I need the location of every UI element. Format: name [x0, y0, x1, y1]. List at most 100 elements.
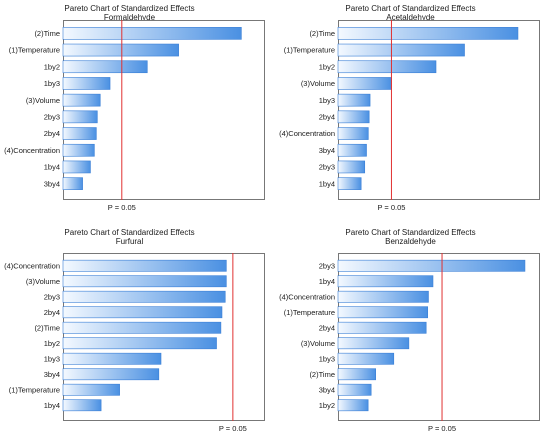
bar--1-temperature	[62, 43, 179, 57]
bar--2-time	[62, 27, 242, 40]
category-label: (4)Concentration	[4, 261, 60, 270]
bar--2-time	[337, 368, 376, 381]
category-label: 1by4	[44, 401, 60, 410]
chart-panel-formaldehyde: Pareto Chart of Standardized Effects For…	[0, 0, 275, 218]
category-label: (1)Temperature	[9, 385, 60, 394]
bar-2by4	[337, 110, 370, 124]
bar-2by3	[337, 160, 366, 174]
bar--4-concentration	[62, 259, 227, 272]
bar-1by2	[62, 337, 217, 350]
chart-title: Pareto Chart of Standardized Effects	[345, 4, 476, 13]
category-label: (3)Volume	[301, 79, 335, 88]
bar-1by2	[337, 60, 437, 74]
bar-1by4	[337, 275, 434, 288]
category-label: (4)Concentration	[4, 146, 60, 155]
bar--3-volume	[62, 275, 227, 288]
chart-title: Pareto Chart of Standardized Effects	[345, 228, 476, 237]
bar--3-volume	[62, 93, 101, 107]
category-label: 1by4	[319, 277, 335, 286]
category-label: (2)Time	[34, 29, 60, 38]
category-label: 1by3	[319, 96, 335, 105]
bar-1by4	[337, 177, 362, 190]
bar-1by3	[62, 352, 162, 365]
chart-panel-benzaldehyde: Pareto Chart of Standardized Effects Ben…	[275, 218, 550, 437]
category-label: 1by3	[319, 354, 335, 363]
category-label: 2by3	[319, 163, 335, 172]
category-label: 1by2	[44, 339, 60, 348]
chart-title: Pareto Chart of Standardized Effects	[64, 4, 195, 13]
category-label: 1by4	[44, 163, 60, 172]
bar-1by3	[337, 93, 371, 107]
bar-3by4	[62, 177, 83, 190]
bar-1by4	[62, 160, 91, 174]
bar-2by3	[62, 290, 226, 303]
category-label: (1)Temperature	[284, 46, 335, 55]
category-label: 2by3	[44, 292, 60, 301]
bar-3by4	[337, 383, 372, 396]
bar-2by3	[337, 259, 526, 272]
chart-subtitle: Acetaldehyde	[386, 13, 435, 22]
chart-title: Pareto Chart of Standardized Effects	[64, 228, 195, 237]
category-label: (2)Time	[309, 29, 335, 38]
chart-subtitle: Formaldehyde	[103, 13, 156, 22]
category-label: (3)Volume	[301, 339, 335, 348]
bar-2by4	[62, 306, 223, 319]
category-label: 3by4	[319, 146, 335, 155]
category-label: 1by2	[44, 62, 60, 71]
category-label: (1)Temperature	[9, 46, 60, 55]
bar-1by4	[62, 399, 102, 412]
category-label: 1by2	[319, 401, 335, 410]
category-label: (1)Temperature	[284, 308, 335, 317]
category-label: (2)Time	[309, 370, 335, 379]
category-label: (2)Time	[34, 323, 60, 332]
category-label: 3by4	[44, 179, 60, 188]
significance-label: P = 0.05	[219, 424, 247, 433]
category-label: 1by3	[44, 79, 60, 88]
chart-panel-acetaldehyde: Pareto Chart of Standardized Effects Ace…	[275, 0, 550, 218]
significance-label: P = 0.05	[108, 203, 136, 212]
category-label: 2by4	[44, 308, 60, 317]
bar--3-volume	[337, 77, 392, 90]
chart-svg: (4)Concentration (3)Volume 2by3 2by4 (2)Time…	[4, 253, 247, 433]
bar-1by3	[337, 352, 395, 365]
category-label: 1by4	[319, 179, 335, 188]
bar-1by2	[337, 399, 369, 412]
category-label: 2by4	[319, 112, 335, 121]
bar--1-temperature	[337, 43, 465, 57]
category-label: (3)Volume	[26, 277, 60, 286]
category-label: 2by4	[44, 129, 60, 138]
category-label: 2by4	[319, 323, 335, 332]
significance-label: P = 0.05	[377, 203, 405, 212]
category-label: 2by3	[44, 112, 60, 121]
category-label: 2by3	[319, 261, 335, 270]
bar-3by4	[62, 368, 160, 381]
category-label: (4)Concentration	[279, 129, 335, 138]
category-label: 3by4	[319, 385, 335, 394]
significance-label: P = 0.05	[428, 424, 456, 433]
bar-1by3	[62, 77, 111, 90]
bar-1by2	[62, 60, 148, 74]
chart-subtitle: Benzaldehyde	[385, 237, 436, 246]
category-label: 1by2	[319, 62, 335, 71]
chart-svg: 2by3 1by4 (4)Concentration (1)Temperature 2b…	[279, 253, 526, 433]
bar--1-temperature	[62, 383, 120, 396]
bar--2-time	[62, 321, 222, 334]
bar-2by4	[62, 127, 97, 140]
bar--1-temperature	[337, 306, 429, 319]
bar-2by4	[337, 321, 427, 334]
category-label: 1by3	[44, 354, 60, 363]
bar-2by3	[62, 110, 98, 124]
bar-3by4	[337, 143, 367, 157]
bar--4-concentration	[337, 127, 369, 140]
chart-panel-furfural: Pareto Chart of Standardized Effects Fur…	[0, 218, 275, 437]
category-label: 3by4	[44, 370, 60, 379]
bar--2-time	[337, 27, 519, 40]
bar--4-concentration	[62, 143, 95, 157]
category-label: (4)Concentration	[279, 292, 335, 301]
chart-svg: (2)Time (1)Temperature 1by2 1by3 (3)Volume 2b…	[4, 20, 242, 212]
bar--3-volume	[337, 337, 410, 350]
category-label: (3)Volume	[26, 96, 60, 105]
chart-svg: (2)Time (1)Temperature 1by2 (3)Volume 1by3 2b…	[279, 20, 519, 212]
bar--4-concentration	[337, 290, 429, 303]
chart-subtitle: Furfural	[115, 237, 144, 246]
